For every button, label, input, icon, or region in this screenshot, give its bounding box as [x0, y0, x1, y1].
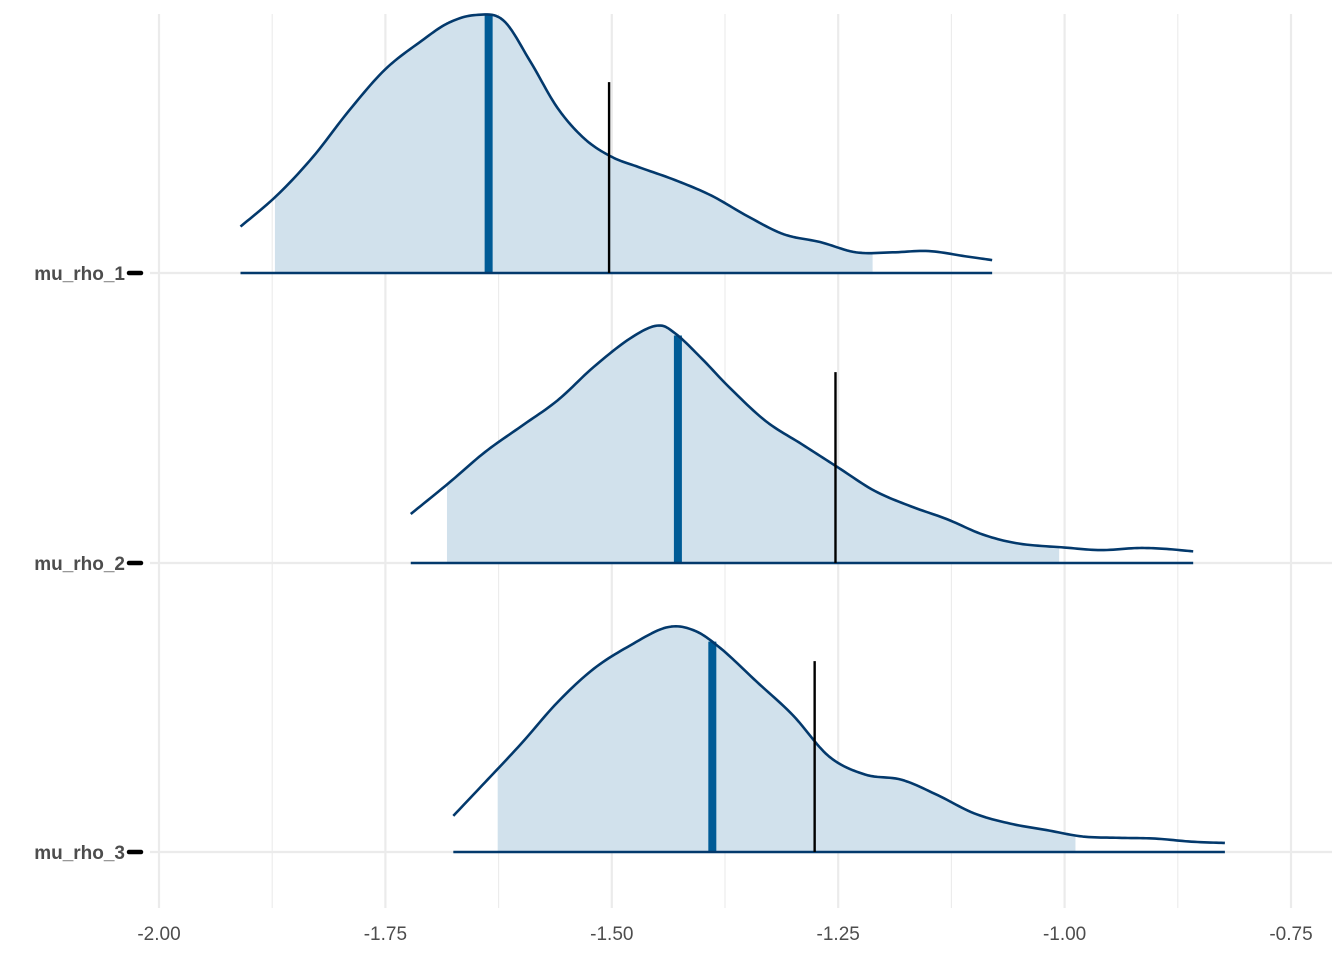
x-tick-label: -1.75: [364, 924, 407, 945]
x-tick-label: -1.50: [590, 924, 633, 945]
x-tick-label: -1.00: [1043, 924, 1086, 945]
interval-area: [497, 626, 1076, 852]
y-axis: mu_rho_1 mu_rho_2 mu_rho_3: [34, 264, 144, 864]
x-tick-label: -1.25: [817, 924, 860, 945]
y-tick-label: mu_rho_1: [34, 264, 125, 285]
density-curve: [452, 625, 1225, 845]
x-axis: -2.00 -1.75 -1.50 -1.25 -1.00 -0.75: [137, 924, 1312, 945]
interval-area: [446, 325, 1060, 563]
y-tick-label: mu_rho_2: [34, 554, 125, 575]
density-curve: [239, 13, 993, 262]
x-tick-label: -2.00: [137, 924, 180, 945]
density-curve: [409, 324, 1194, 553]
ridge-mu_rho_1: [239, 13, 993, 275]
density-ridges: [239, 13, 1225, 854]
x-tick-label: -0.75: [1269, 924, 1312, 945]
y-tick-label: mu_rho_3: [34, 843, 125, 864]
ridge-mu_rho_3: [452, 625, 1225, 854]
ridge-mu_rho_2: [409, 324, 1194, 565]
interval-area: [274, 14, 873, 273]
